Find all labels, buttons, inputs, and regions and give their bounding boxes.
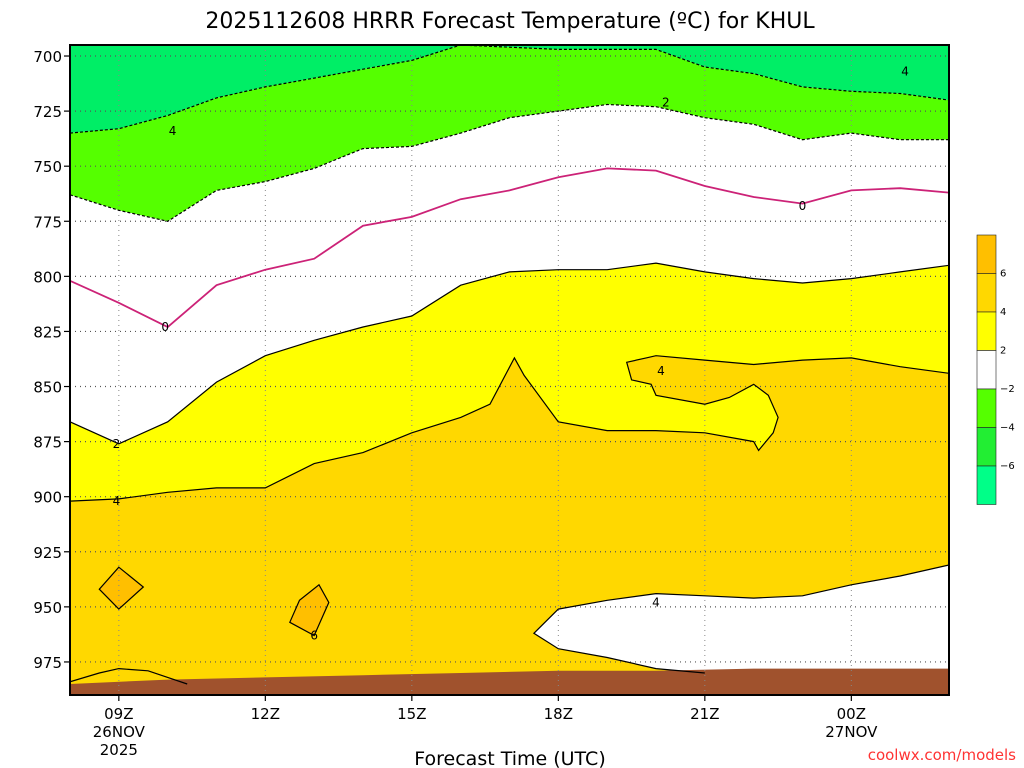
- x-axis-label: Forecast Time (UTC): [414, 748, 605, 768]
- contour-line-c-2: [70, 103, 949, 222]
- y-tick-label-725: 725: [33, 103, 62, 121]
- region-fill-4: [70, 355, 949, 695]
- colorbar-swatch-6: [976, 465, 997, 505]
- region-fill-6: [289, 584, 329, 636]
- colorbar-swatch-3: [976, 350, 997, 390]
- contour-label-6: 4: [113, 494, 121, 508]
- colorbar-swatch-0: [976, 234, 997, 274]
- contour-label-3: 0: [799, 199, 807, 213]
- contour-labels: 4 2 4 0 0 2 4 4 4 6: [113, 64, 909, 642]
- contour-line-c2: [70, 262, 949, 445]
- y-tick-label-950: 950: [33, 599, 62, 617]
- colorbar-label-2: 4: [1000, 307, 1006, 318]
- x-tick-label-15Z: 15Z: [397, 705, 426, 723]
- contour-line-c0: [70, 167, 949, 329]
- chart-title: 2025112608 HRRR Forecast Temperature (ºC…: [205, 9, 815, 34]
- contour-label-4: 0: [161, 320, 169, 334]
- contour-lines: [70, 45, 949, 685]
- colorbar-label-5: −4: [1000, 423, 1015, 434]
- x-tick-label-21Z: 21Z: [690, 705, 719, 723]
- contour-label-5: 2: [113, 437, 121, 451]
- region-fill-2: [70, 104, 949, 444]
- y-tick-label-900: 900: [33, 489, 62, 507]
- plot-frame: [69, 44, 950, 696]
- contour-label-1: 2: [662, 95, 670, 109]
- contour-label-2: 4: [901, 64, 909, 78]
- colorbar-swatch-4: [976, 388, 997, 428]
- contour-line-c4c: [70, 667, 188, 685]
- region-fill-7: [70, 668, 949, 695]
- contour-line-c-4: [70, 45, 949, 134]
- colorbar-label-1: 6: [1000, 269, 1006, 280]
- y-axis: 700 725 750 775 800 825 850 875 900 925 950 975: [33, 48, 70, 672]
- contour-label-9: 6: [310, 629, 318, 643]
- y-tick-label-825: 825: [33, 323, 62, 341]
- colorbar-swatch-5: [976, 427, 997, 467]
- y-tick-label-875: 875: [33, 434, 62, 452]
- y-tick-label-850: 850: [33, 379, 62, 397]
- y-tick-label-775: 775: [33, 213, 62, 231]
- y-tick-label-925: 925: [33, 544, 62, 562]
- colorbar-label-6: −6: [1000, 461, 1015, 472]
- region-fill-0: [70, 45, 949, 134]
- x-tick-label-12Z: 12Z: [251, 705, 280, 723]
- x-tick-label-09Z: 09Z: [104, 705, 133, 723]
- colorbar: 6 4 2 −2 −4 −6: [976, 234, 1015, 505]
- contour-label-8: 4: [652, 595, 660, 609]
- x-tick-sublabel-09Z-1: 2025: [100, 741, 138, 759]
- grid-lines: [70, 45, 949, 695]
- y-tick-label-975: 975: [33, 654, 62, 672]
- contour-line-c4a: [70, 355, 949, 502]
- contour-label-0: 4: [169, 124, 177, 138]
- filled-contour-regions: [70, 45, 949, 695]
- y-tick-label-700: 700: [33, 48, 62, 66]
- credit-link[interactable]: coolwx.com/models: [868, 746, 1016, 764]
- y-tick-label-750: 750: [33, 158, 62, 176]
- colorbar-label-3: 2: [1000, 346, 1006, 357]
- colorbar-swatch-2: [976, 311, 997, 351]
- y-tick-label-800: 800: [33, 268, 62, 286]
- contour-label-7: 4: [657, 364, 665, 378]
- x-tick-label-18Z: 18Z: [544, 705, 573, 723]
- x-tick-sublabel-09Z-0: 26NOV: [93, 723, 146, 741]
- colorbar-swatch-1: [976, 273, 997, 313]
- contour-line-c4b: [532, 564, 949, 674]
- contour-line-c6a: [98, 566, 145, 610]
- colorbar-label-4: −2: [1000, 384, 1015, 395]
- x-tick-sublabel-00Z-0: 27NOV: [825, 723, 878, 741]
- x-tick-label-00Z: 00Z: [837, 705, 866, 723]
- region-fill-1: [70, 45, 949, 222]
- contour-line-c6b: [289, 583, 330, 637]
